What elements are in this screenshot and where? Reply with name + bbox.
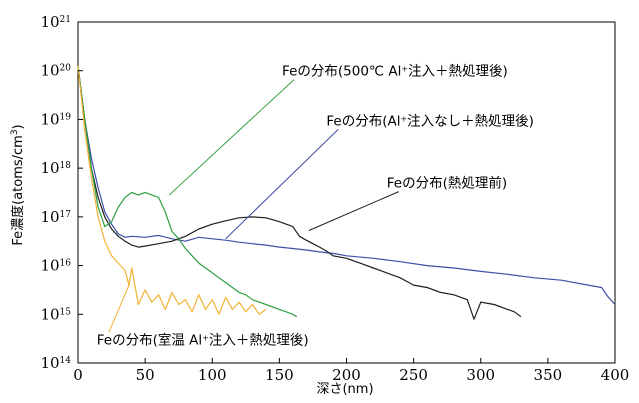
x-tick-label: 0 (73, 366, 83, 384)
series-line (77, 65, 267, 315)
y-tick-label: 1020 (40, 62, 71, 80)
y-tick-label: 1017 (40, 208, 71, 226)
y-tick-label: 1019 (40, 110, 71, 128)
annotation-label: Feの分布(Al+注入なし＋熱処理後) (326, 113, 534, 129)
annotation-layer: Feの分布(500℃ Al+注入＋熱処理後) Feの分布(Al+注入なし＋熱処理後… (97, 64, 534, 349)
y-axis-title: Fe濃度(atoms/cm3) (10, 124, 26, 245)
x-tick-labels: 0 50 100 150 200 250 300 350 400 (73, 358, 629, 384)
series-line (77, 65, 616, 305)
annotation-label: Feの分布(熱処理前) (387, 175, 507, 192)
annotation-label: Feの分布(室温 Al+注入＋熱処理後) (97, 331, 309, 348)
y-axis-title-main: Fe濃度(atoms/cm (10, 135, 26, 245)
annotation-label: Feの分布(500℃ Al+注入＋熱処理後) (282, 64, 508, 80)
y-tick-label: 1016 (40, 257, 71, 275)
annotation-leader (308, 191, 399, 231)
x-tick-label: 400 (601, 366, 630, 384)
x-tick-label: 50 (136, 366, 155, 384)
x-tick-label: 300 (466, 366, 495, 384)
x-tick-label: 150 (265, 366, 294, 384)
x-tick-label: 250 (399, 366, 428, 384)
y-tick-label: 1015 (40, 305, 71, 323)
annotation-leader (108, 284, 130, 333)
x-axis-title: 深さ(nm) (316, 382, 373, 397)
y-tick-label: 1021 (40, 13, 71, 31)
series-line (77, 65, 298, 318)
y-axis-title-close: ) (11, 124, 26, 129)
annotation-leader (225, 128, 339, 240)
x-tick-label: 200 (332, 366, 361, 384)
y-axis-title-sup: 3 (10, 129, 20, 135)
x-tick-label: 350 (534, 366, 563, 384)
annotation-leader (168, 79, 295, 196)
y-tick-labels: 1014 1015 1016 1017 1018 1019 1020 1021 (40, 13, 83, 372)
y-tick-label: 1014 (40, 354, 71, 372)
series-line (77, 65, 522, 320)
x-tick-label: 100 (198, 366, 227, 384)
series-layer (77, 65, 616, 320)
y-tick-label: 1018 (40, 159, 71, 177)
